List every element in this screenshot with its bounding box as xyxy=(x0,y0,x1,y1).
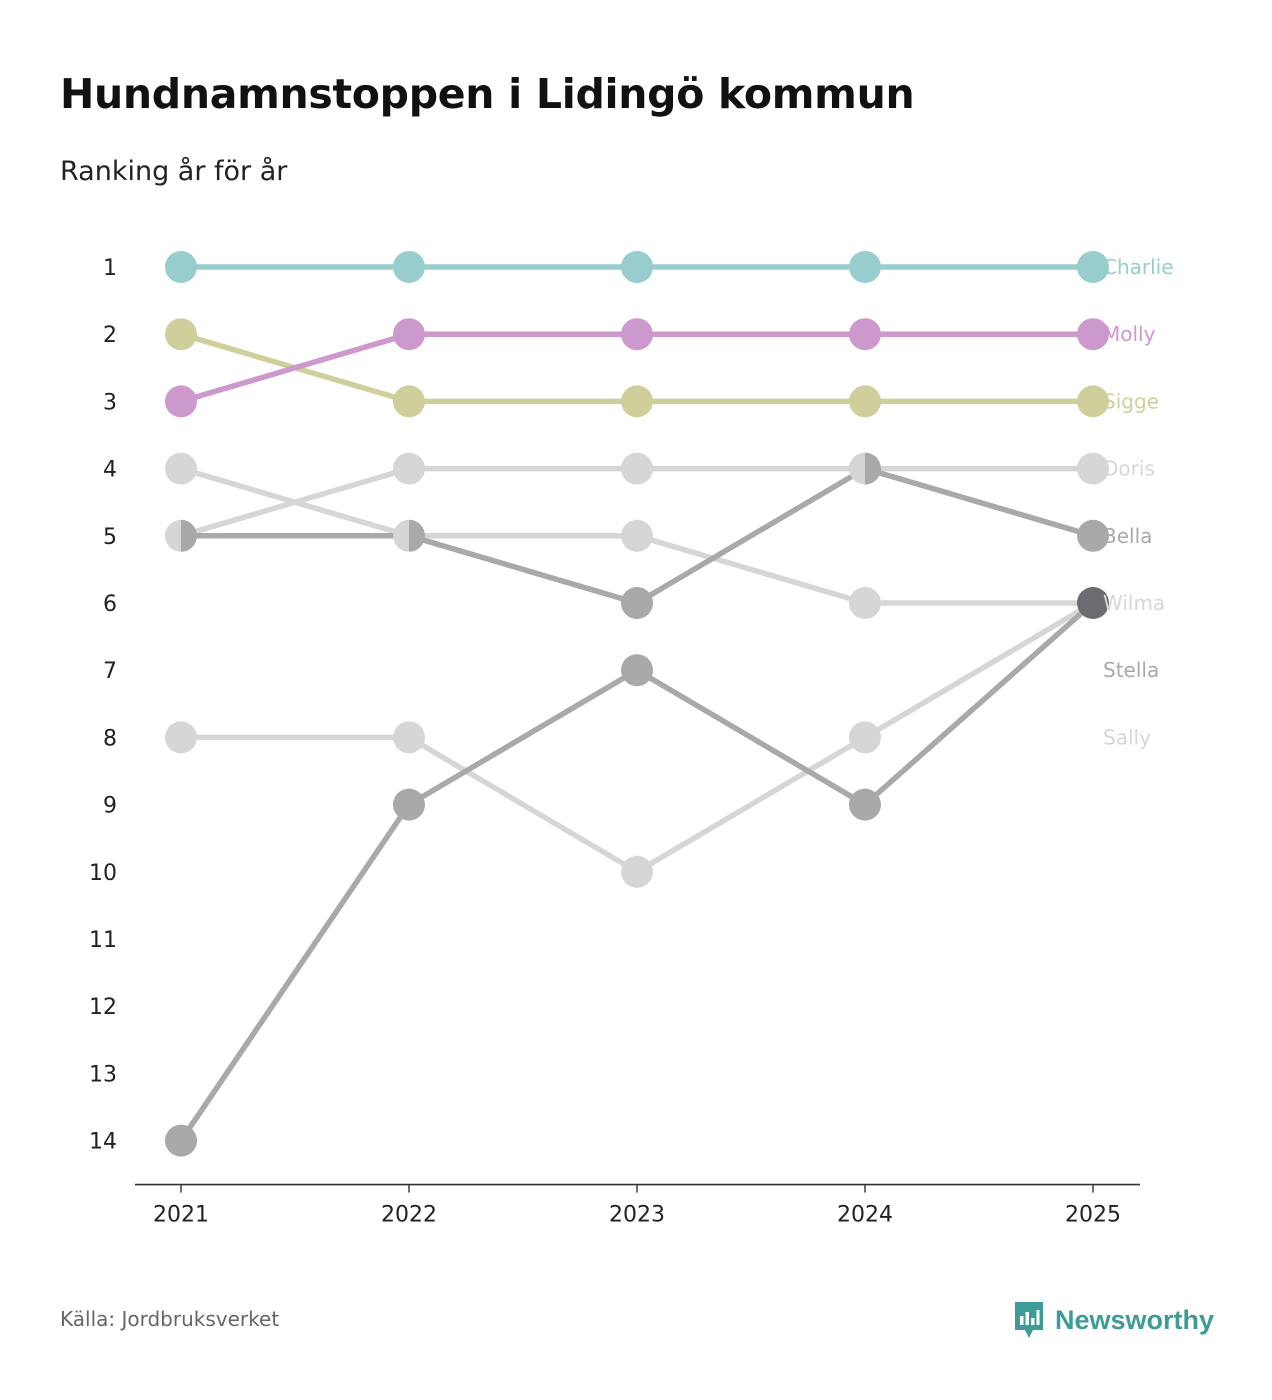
data-point-wilma xyxy=(849,587,881,619)
data-point-charlie xyxy=(165,251,197,283)
data-point-bella xyxy=(181,519,197,552)
data-point-bella xyxy=(621,587,653,619)
y-tick-label: 8 xyxy=(103,726,117,751)
data-point-sigge xyxy=(393,385,425,418)
data-point-sally xyxy=(165,721,197,754)
data-point-doris xyxy=(621,452,653,485)
data-point-sally xyxy=(849,721,881,754)
brand-name: Newsworthy xyxy=(1055,1304,1215,1335)
data-point-charlie xyxy=(849,251,881,283)
data-point-doris xyxy=(1077,452,1109,485)
series-label-wilma: Wilma xyxy=(1103,591,1165,615)
source-note: Källa: Jordbruksverket xyxy=(60,1307,280,1331)
y-tick-label: 6 xyxy=(103,592,117,617)
data-point-wilma xyxy=(393,519,409,552)
data-point-charlie xyxy=(621,251,653,283)
data-point-overlap xyxy=(1077,587,1109,619)
chart-subtitle: Ranking år för år xyxy=(60,156,288,187)
data-point-bella xyxy=(865,452,881,485)
data-point-sally xyxy=(621,855,653,888)
data-point-stella xyxy=(393,788,425,821)
y-tick-label: 3 xyxy=(103,390,117,415)
data-point-stella xyxy=(849,788,881,821)
data-point-molly xyxy=(621,318,653,351)
y-tick-label: 5 xyxy=(103,525,117,550)
y-tick-label: 2 xyxy=(103,323,117,348)
data-point-sigge xyxy=(849,385,881,418)
series-label-stella: Stella xyxy=(1103,658,1159,682)
data-point-stella xyxy=(621,654,653,687)
data-point-molly xyxy=(165,385,197,418)
newsworthy-icon xyxy=(1015,1302,1043,1338)
data-point-molly xyxy=(1077,318,1109,351)
x-tick-label: 2024 xyxy=(837,1203,893,1228)
data-point-doris xyxy=(165,519,181,552)
x-tick-label: 2022 xyxy=(381,1203,437,1228)
data-point-bella xyxy=(409,519,425,552)
data-point-doris xyxy=(393,452,425,485)
data-point-charlie xyxy=(1077,251,1109,283)
y-tick-label: 14 xyxy=(89,1130,117,1155)
x-tick-label: 2021 xyxy=(153,1203,209,1228)
y-tick-label: 7 xyxy=(103,659,117,684)
data-point-wilma xyxy=(165,452,197,485)
x-tick-label: 2023 xyxy=(609,1203,665,1228)
y-tick-label: 4 xyxy=(103,458,117,483)
series-label-charlie: Charlie xyxy=(1103,255,1174,279)
y-tick-label: 11 xyxy=(89,928,117,953)
series-label-sally: Sally xyxy=(1103,725,1151,749)
y-tick-label: 9 xyxy=(103,794,117,819)
series-label-molly: Molly xyxy=(1103,322,1156,346)
data-point-sigge xyxy=(165,318,197,351)
chart-title: Hundnamnstoppen i Lidingö kommun xyxy=(60,70,915,118)
data-point-stella xyxy=(165,1124,197,1157)
data-point-molly xyxy=(393,318,425,351)
data-point-sigge xyxy=(1077,385,1109,418)
data-point-sally xyxy=(393,721,425,754)
data-point-wilma xyxy=(621,519,653,552)
x-tick-label: 2025 xyxy=(1065,1203,1121,1228)
data-point-doris xyxy=(849,452,865,485)
y-tick-label: 10 xyxy=(89,861,117,886)
y-tick-label: 1 xyxy=(103,256,117,281)
data-point-charlie xyxy=(393,251,425,283)
y-tick-label: 12 xyxy=(89,995,117,1020)
data-point-sigge xyxy=(621,385,653,418)
series-line-sally xyxy=(178,600,1096,875)
series-label-bella: Bella xyxy=(1103,524,1152,548)
y-tick-label: 13 xyxy=(89,1062,117,1087)
data-point-molly xyxy=(849,318,881,351)
data-point-bella xyxy=(1077,519,1109,552)
brand-logo: Newsworthy xyxy=(1013,1300,1214,1340)
series-label-sigge: Sigge xyxy=(1103,389,1159,413)
series-label-doris: Doris xyxy=(1103,457,1155,481)
